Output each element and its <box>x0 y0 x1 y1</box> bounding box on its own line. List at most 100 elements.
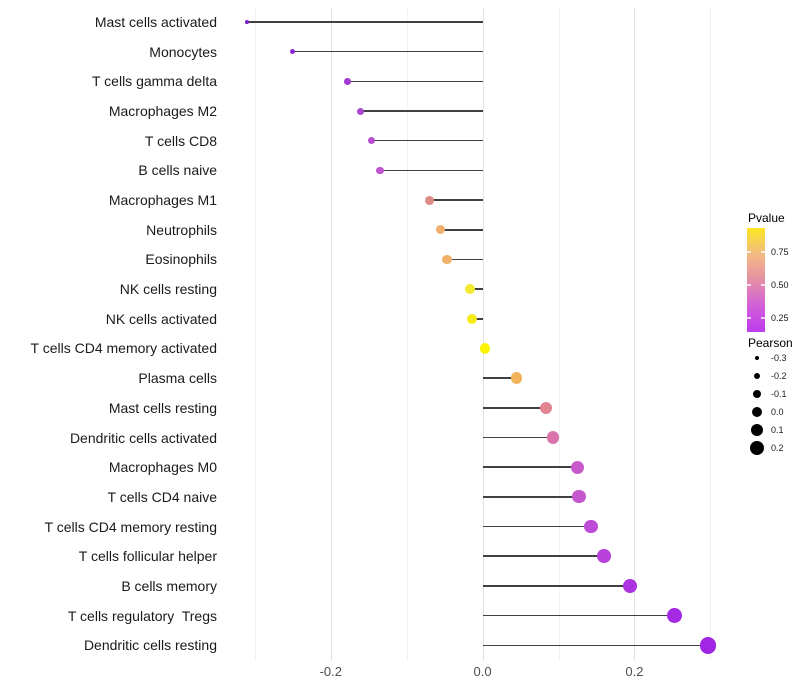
lollipop-dot <box>290 49 296 55</box>
lollipop-stem <box>482 585 630 587</box>
category-label: T cells follicular helper <box>78 548 217 565</box>
category-label: T cells CD8 <box>144 132 217 149</box>
pearson-legend-dot <box>754 356 760 361</box>
lollipop-stem <box>482 496 579 498</box>
lollipop-stem <box>292 50 483 53</box>
lollipop-stem <box>471 318 483 320</box>
x-axis-tick-label: 0.0 <box>473 664 492 679</box>
pearson-legend-dot <box>752 389 762 399</box>
x-axis-tick-label: 0.2 <box>625 664 644 679</box>
lollipop-stem <box>360 110 483 112</box>
lollipop-dot <box>572 490 586 504</box>
lollipop-dot <box>622 578 638 594</box>
pvalue-tick-label: 0.25 <box>771 313 789 323</box>
pearson-tick-label: 0.1 <box>771 424 784 435</box>
category-label: NK cells activated <box>105 310 217 327</box>
lollipop-dot <box>466 313 477 324</box>
lollipop-dot <box>368 137 376 145</box>
lollipop-dot <box>245 20 250 24</box>
pearson-tick-label: 0.2 <box>771 442 784 453</box>
gridline-minor <box>406 8 408 661</box>
gridline-minor <box>710 8 712 661</box>
category-label: T cells CD4 memory resting <box>44 518 217 535</box>
x-axis-tick-label: -0.2 <box>319 664 342 679</box>
lollipop-stem <box>429 199 483 201</box>
category-label: T cells regulatory Tregs <box>67 607 217 624</box>
pearson-legend-dot <box>753 373 761 380</box>
lollipop-dot <box>597 549 611 564</box>
lollipop-stem <box>482 407 547 409</box>
category-label: Mast cells activated <box>94 14 217 30</box>
lollipop-stem <box>482 555 605 557</box>
lollipop-dot <box>344 78 351 85</box>
lollipop-stem <box>440 229 483 231</box>
pearson-legend-dot <box>749 440 765 456</box>
lollipop-dot <box>540 401 553 414</box>
gridline-minor <box>254 8 256 661</box>
pearson-tick-label: -0.2 <box>771 371 787 382</box>
lollipop-dot <box>479 343 491 354</box>
category-label: T cells CD4 naive <box>107 488 217 505</box>
category-label: Monocytes <box>149 43 217 60</box>
lollipop-dot <box>442 254 452 265</box>
colorbar-notch <box>761 284 765 286</box>
pvalue-legend-title: Pvalue <box>748 211 785 225</box>
lollipop-stem <box>482 644 709 647</box>
pearson-legend-title: Pearson <box>748 336 793 350</box>
category-label: Dendritic cells activated <box>69 429 217 446</box>
lollipop-stem <box>482 525 592 528</box>
category-label: Dendritic cells resting <box>83 637 217 654</box>
lollipop-stem <box>482 377 517 379</box>
gridline-minor <box>558 8 560 661</box>
category-label: Neutrophils <box>146 221 217 238</box>
category-label: Mast cells resting <box>108 399 217 416</box>
colorbar-notch <box>747 317 751 319</box>
pearson-legend-dot <box>750 423 764 437</box>
colorbar-notch <box>761 317 765 319</box>
lollipop-dot <box>464 284 475 295</box>
lollipop-dot <box>584 519 598 534</box>
category-label: Macrophages M1 <box>108 192 217 209</box>
colorbar-notch <box>747 251 751 253</box>
lollipop-stem <box>482 436 554 439</box>
pearson-tick-label: 0.0 <box>771 407 784 417</box>
colorbar-notch <box>747 284 751 286</box>
category-label: B cells memory <box>121 577 217 594</box>
lollipop-stem <box>482 466 578 468</box>
lollipop-dot <box>356 107 364 115</box>
pearson-legend-dot <box>751 406 763 418</box>
lollipop-stem <box>380 169 483 172</box>
gridline-major <box>482 8 484 661</box>
pvalue-tick-label: 0.50 <box>771 280 789 290</box>
category-label: T cells gamma delta <box>91 73 217 90</box>
lollipop-dot <box>511 372 523 384</box>
category-label: Eosinophils <box>145 251 217 268</box>
category-label: T cells CD4 memory activated <box>30 340 217 357</box>
category-label: Macrophages M2 <box>108 103 217 120</box>
gridline-major <box>330 8 332 661</box>
gridline-major <box>634 8 636 661</box>
colorbar-notch <box>761 251 765 253</box>
lollipop-stem <box>446 258 483 261</box>
pearson-tick-label: -0.3 <box>771 353 787 364</box>
category-label: Plasma cells <box>138 370 217 387</box>
lollipop-stem <box>469 288 483 290</box>
category-label: NK cells resting <box>119 281 217 298</box>
category-label: Macrophages M0 <box>108 459 217 476</box>
lollipop-dot <box>425 195 434 205</box>
lollipop-stem <box>247 21 483 23</box>
pvalue-tick-label: 0.75 <box>771 247 789 257</box>
pearson-tick-label: -0.1 <box>771 389 787 400</box>
category-label: B cells naive <box>138 162 217 179</box>
lollipop-dot <box>666 607 683 624</box>
lollipop-stem <box>371 139 483 142</box>
pvalue-colorbar-gradient <box>747 228 765 332</box>
lollipop-stem <box>347 80 483 83</box>
lollipop-dot <box>699 636 717 654</box>
lollipop-dot <box>376 166 384 175</box>
lollipop-stem <box>482 614 675 617</box>
lollipop-dot <box>436 225 446 235</box>
lollipop-dot <box>570 460 584 474</box>
lollipop-dot <box>547 431 560 444</box>
